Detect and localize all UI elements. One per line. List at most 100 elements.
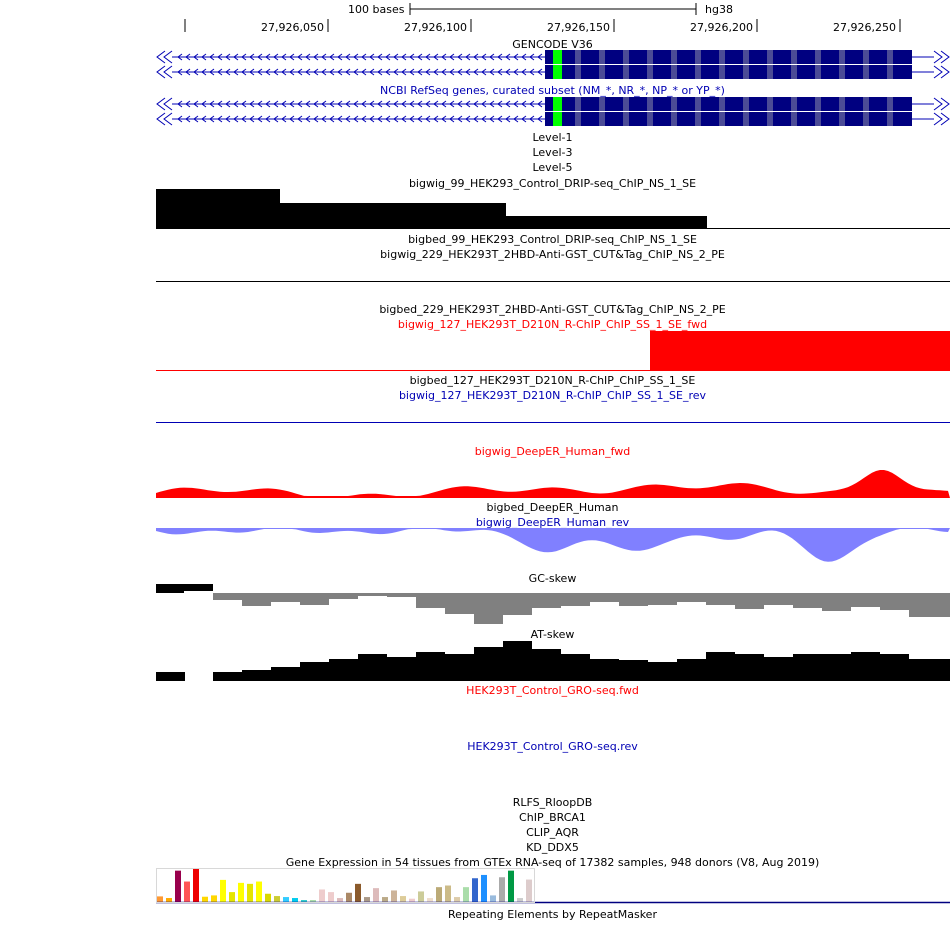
exon-stripe <box>719 65 725 79</box>
strand-arrow <box>361 115 367 123</box>
gtex-expression-bars[interactable] <box>156 868 950 904</box>
strand-arrow <box>465 68 471 76</box>
strand-arrow <box>297 100 303 108</box>
track-label-chip-brca1[interactable]: ChIP_BRCA1 <box>519 811 586 824</box>
strand-arrow <box>497 68 503 76</box>
track-label-bigbed-99[interactable]: bigbed_99_HEK293_Control_DRIP-seq_ChIP_N… <box>408 233 697 246</box>
gtex-frame <box>156 868 535 903</box>
track-label-level1[interactable]: Level-1 <box>532 131 573 144</box>
strand-arrow <box>489 115 495 123</box>
strand-arrow <box>393 68 399 76</box>
track-label-deeper-rev[interactable]: bigwig_DeepER_Human_rev <box>475 516 630 529</box>
strand-arrow <box>281 53 287 61</box>
cut-tag-signal[interactable] <box>156 263 950 283</box>
left-arrow-icon <box>156 97 166 111</box>
track-label-at-skew[interactable]: AT-skew <box>530 628 575 641</box>
start-codon-mark <box>553 112 562 126</box>
strand-arrow <box>305 53 311 61</box>
track-label-gro-fwd[interactable]: HEK293T_Control_GRO-seq.fwd <box>466 684 639 697</box>
track-label-repeatmasker[interactable]: Repeating Elements by RepeatMasker <box>448 908 657 921</box>
gc-skew-signal[interactable] <box>156 584 950 626</box>
strand-arrow <box>241 115 247 123</box>
strand-arrow <box>289 115 295 123</box>
track-label-rlfs[interactable]: RLFS_RloopDB <box>512 796 593 809</box>
track-label-level3[interactable]: Level-3 <box>532 146 573 159</box>
track-label-gtex[interactable]: Gene Expression in 54 tissues from GTEx … <box>285 856 820 869</box>
strand-arrow <box>385 68 391 76</box>
strand-arrow <box>505 53 511 61</box>
exon-stripe <box>623 97 629 111</box>
exon-stripe <box>767 112 773 126</box>
gtex-bar <box>463 887 469 902</box>
gtex-bar <box>526 879 532 902</box>
exon-stripe <box>767 65 773 79</box>
strand-arrow <box>353 100 359 108</box>
track-label-bigbed-127[interactable]: bigbed_127_HEK293T_D210N_R-ChIP_ChIP_SS_… <box>409 374 696 387</box>
strand-arrow <box>241 68 247 76</box>
track-label-gc-skew[interactable]: GC-skew <box>528 572 577 585</box>
track-label-refseq[interactable]: NCBI RefSeq genes, curated subset (NM_*,… <box>380 84 725 97</box>
strand-arrow <box>425 115 431 123</box>
track-label-bigwig-229[interactable]: bigwig_229_HEK293T_2HBD-Anti-GST_CUT&Tag… <box>380 248 725 261</box>
strand-arrow <box>217 115 223 123</box>
exon-stripe <box>695 97 701 111</box>
gtex-bar <box>319 889 325 902</box>
deeper-fwd-signal[interactable] <box>156 456 950 498</box>
strand-arrow <box>201 53 207 61</box>
r-chip-rev-signal[interactable] <box>156 403 950 423</box>
track-label-level5[interactable]: Level-5 <box>532 161 573 174</box>
gtex-bar <box>517 898 523 902</box>
deeper-rev-signal[interactable] <box>156 528 950 568</box>
gencode-gene-track[interactable] <box>0 47 950 83</box>
r-chip-fwd-signal[interactable] <box>156 331 950 371</box>
strand-arrow <box>481 100 487 108</box>
strand-arrow <box>257 115 263 123</box>
strand-arrow <box>281 100 287 108</box>
strand-arrow <box>185 100 191 108</box>
exon-stripe <box>575 65 581 79</box>
strand-arrow <box>401 100 407 108</box>
gtex-bar <box>193 869 199 902</box>
strand-arrow <box>233 68 239 76</box>
at-skew-signal[interactable] <box>156 640 950 682</box>
gtex-bar <box>418 891 424 902</box>
refseq-gene-track[interactable] <box>0 94 950 130</box>
strand-arrow <box>409 115 415 123</box>
track-label-bigwig-127-fwd[interactable]: bigwig_127_HEK293T_D210N_R-ChIP_ChIP_SS_… <box>397 318 708 331</box>
strand-arrow <box>417 100 423 108</box>
gtex-bar <box>382 897 388 902</box>
strand-arrow <box>537 68 543 76</box>
strand-arrow <box>177 115 183 123</box>
track-label-clip-aqr[interactable]: CLIP_AQR <box>526 826 579 839</box>
track-label-kd-ddx5[interactable]: KD_DDX5 <box>526 841 579 854</box>
exon-stripe <box>695 65 701 79</box>
start-codon-mark <box>553 97 562 111</box>
strand-arrow <box>409 53 415 61</box>
right-arrow-icon <box>940 112 950 126</box>
strand-arrow <box>449 115 455 123</box>
left-arrow-icon <box>163 112 173 126</box>
strand-arrow <box>289 68 295 76</box>
strand-arrow <box>265 115 271 123</box>
track-label-deeper-fwd[interactable]: bigwig_DeepER_Human_fwd <box>474 445 631 458</box>
right-arrow-icon <box>940 97 950 111</box>
track-label-bigbed-229[interactable]: bigbed_229_HEK293T_2HBD-Anti-GST_CUT&Tag… <box>379 303 726 316</box>
strand-arrow <box>497 115 503 123</box>
track-label-gencode[interactable]: GENCODE V36 <box>512 38 593 51</box>
strand-arrow <box>329 68 335 76</box>
strand-arrow <box>473 115 479 123</box>
strand-arrow <box>241 100 247 108</box>
track-label-bigwig-99[interactable]: bigwig_99_HEK293_Control_DRIP-seq_ChIP_N… <box>408 177 697 190</box>
gtex-bar <box>238 882 244 902</box>
strand-arrow <box>321 115 327 123</box>
strand-arrow <box>273 100 279 108</box>
strand-arrow <box>193 115 199 123</box>
track-label-gro-rev[interactable]: HEK293T_Control_GRO-seq.rev <box>467 740 638 753</box>
strand-arrow <box>313 68 319 76</box>
track-label-bigwig-127-rev[interactable]: bigwig_127_HEK293T_D210N_R-ChIP_ChIP_SS_… <box>398 389 707 402</box>
drip-seq-signal[interactable] <box>156 189 950 229</box>
exon-stripe <box>743 65 749 79</box>
strand-arrow <box>529 53 535 61</box>
track-label-deeper-bed[interactable]: bigbed_DeepER_Human <box>486 501 619 514</box>
strand-arrow <box>337 115 343 123</box>
